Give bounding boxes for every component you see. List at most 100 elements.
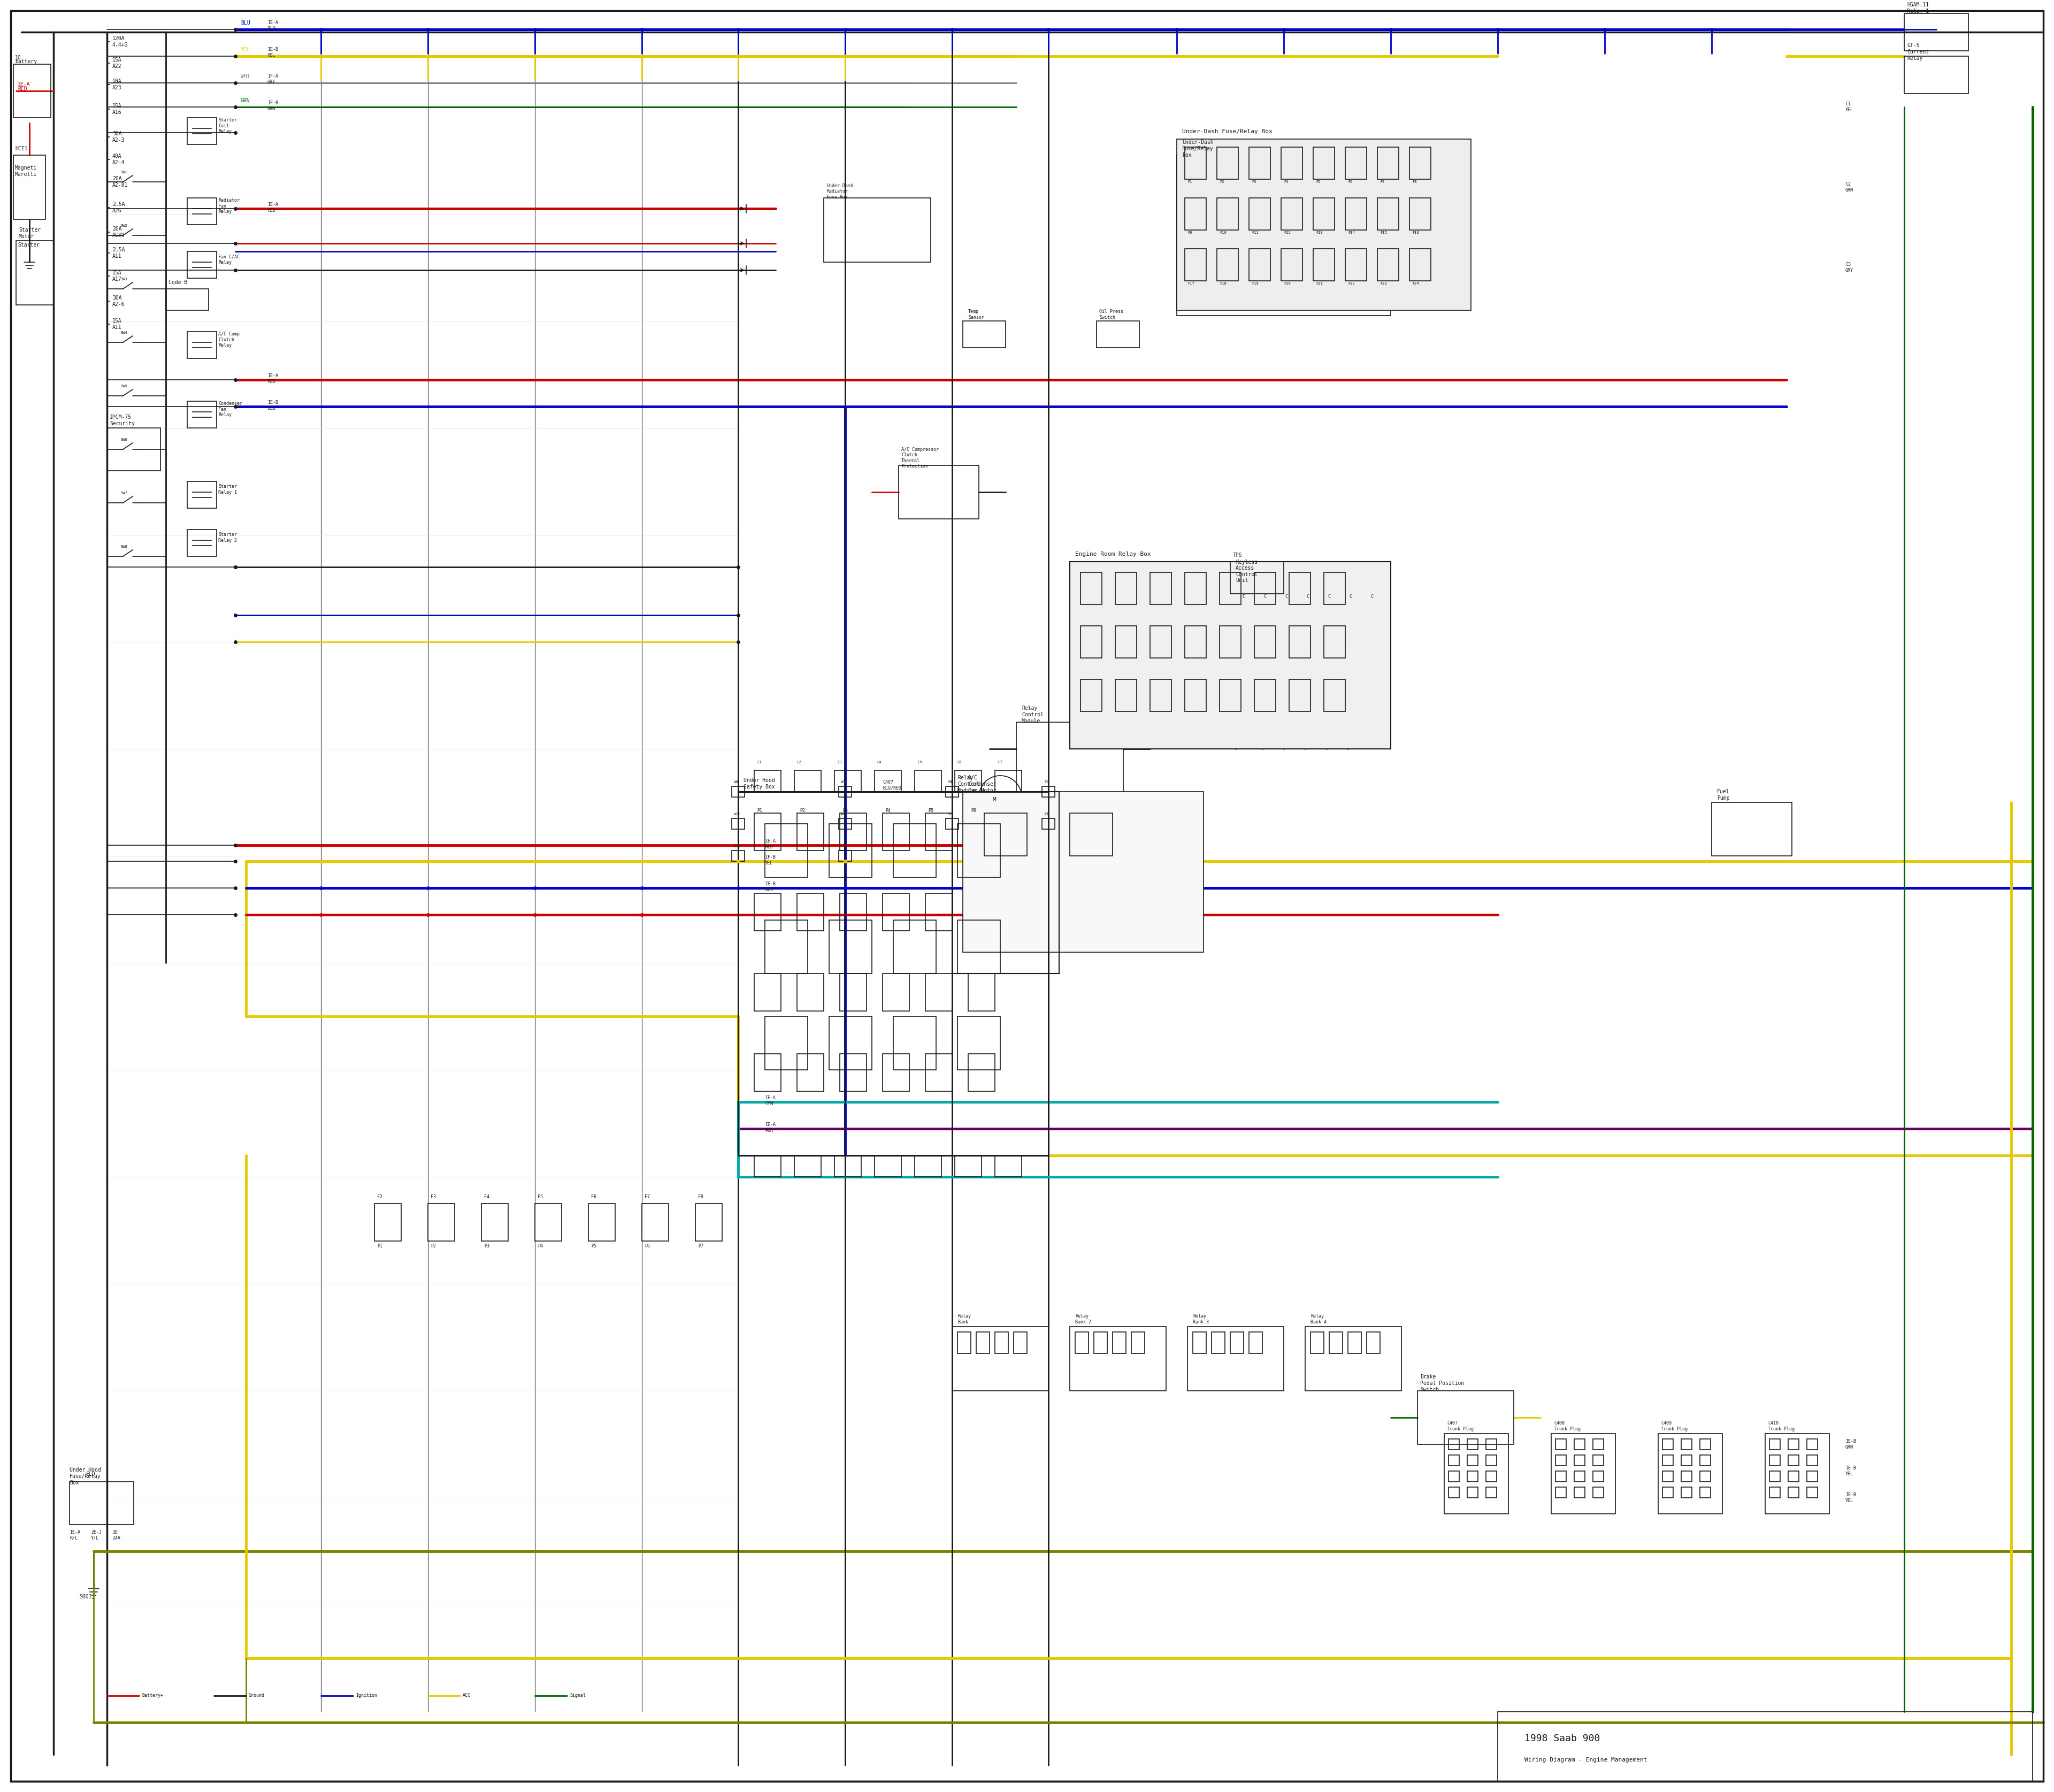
Text: A8: A8: [733, 781, 739, 783]
Bar: [926, 814, 953, 851]
Text: SW8: SW8: [121, 545, 127, 548]
Text: IF-B
GRN: IF-B GRN: [267, 100, 277, 111]
Text: C6: C6: [957, 760, 961, 763]
Text: 10A
A23: 10A A23: [113, 79, 121, 90]
Bar: [1187, 208, 1210, 235]
Text: C407
Trunk Plug: C407 Trunk Plug: [1446, 1421, 1473, 1432]
Text: F4: F4: [1284, 181, 1288, 183]
Bar: [963, 321, 1006, 348]
Text: F9: F9: [840, 844, 846, 848]
Bar: [957, 919, 1000, 973]
Bar: [187, 401, 216, 428]
Bar: [945, 787, 959, 797]
Bar: [875, 771, 902, 792]
Text: HGAM-11
Relay 1: HGAM-11 Relay 1: [1906, 2, 1929, 14]
Text: P5: P5: [592, 1244, 596, 1249]
Text: C: C: [1349, 593, 1352, 599]
Bar: [953, 1326, 1048, 1391]
Bar: [1292, 251, 1313, 278]
Text: Starter
Relay 1: Starter Relay 1: [218, 484, 236, 495]
Bar: [1080, 625, 1101, 658]
Text: Relay
Bank 3: Relay Bank 3: [1193, 1314, 1210, 1324]
Text: 2.5A
A26: 2.5A A26: [113, 202, 125, 213]
Text: F8: F8: [1413, 181, 1417, 183]
Bar: [1230, 1331, 1243, 1353]
Text: 30A
A2-3: 30A A2-3: [113, 131, 125, 143]
Bar: [838, 851, 852, 862]
Bar: [14, 65, 51, 118]
Bar: [1662, 1439, 1674, 1450]
Text: C2: C2: [797, 760, 801, 763]
Bar: [1282, 249, 1302, 281]
Bar: [1220, 572, 1241, 604]
Bar: [1257, 167, 1278, 192]
Bar: [1485, 1471, 1497, 1482]
Bar: [641, 1204, 670, 1242]
Bar: [1594, 1471, 1604, 1482]
Bar: [1345, 197, 1366, 229]
Bar: [994, 1331, 1009, 1353]
Text: F2: F2: [1220, 181, 1224, 183]
Bar: [1347, 582, 1362, 599]
Bar: [764, 919, 807, 973]
Bar: [1080, 572, 1101, 604]
Bar: [187, 332, 216, 358]
Text: Relay
Control
Module: Relay Control Module: [957, 776, 980, 794]
Bar: [984, 814, 1027, 857]
Bar: [1551, 1434, 1614, 1514]
Text: F3: F3: [431, 1195, 435, 1199]
Text: P4: P4: [885, 808, 891, 814]
Text: C409
Trunk Plug: C409 Trunk Plug: [1662, 1421, 1688, 1432]
Bar: [166, 289, 210, 310]
Text: IPCM-75
Security: IPCM-75 Security: [109, 414, 136, 426]
Bar: [797, 894, 824, 930]
Text: Code B: Code B: [168, 280, 187, 285]
Text: C: C: [1263, 593, 1265, 599]
Bar: [1701, 1487, 1711, 1498]
Text: P4: P4: [538, 1244, 542, 1249]
Bar: [737, 792, 1048, 1156]
Bar: [1573, 1455, 1586, 1466]
Bar: [883, 1054, 910, 1091]
Bar: [893, 824, 937, 878]
Bar: [427, 1204, 454, 1242]
Bar: [834, 771, 861, 792]
Bar: [1701, 1439, 1711, 1450]
Bar: [1185, 249, 1206, 281]
Text: Signal: Signal: [569, 1693, 585, 1699]
Bar: [1230, 577, 1391, 695]
Text: F6: F6: [1347, 181, 1352, 183]
Text: F15: F15: [1380, 231, 1386, 235]
Bar: [1290, 679, 1310, 711]
Text: C4: C4: [877, 760, 881, 763]
Bar: [1187, 251, 1210, 278]
Text: C: C: [1243, 593, 1245, 599]
Text: F16: F16: [1413, 231, 1419, 235]
Bar: [1070, 561, 1391, 749]
Text: F12: F12: [1284, 231, 1290, 235]
Bar: [1467, 1487, 1479, 1498]
Bar: [824, 197, 930, 262]
Text: IE-A
CYN: IE-A CYN: [764, 1095, 776, 1106]
Bar: [1185, 197, 1206, 229]
Bar: [1808, 1455, 1818, 1466]
Bar: [830, 824, 871, 878]
Bar: [1378, 197, 1399, 229]
Bar: [957, 824, 1000, 878]
Bar: [1345, 147, 1366, 179]
Text: C: C: [1306, 593, 1308, 599]
Bar: [754, 1054, 781, 1091]
Bar: [1327, 208, 1347, 235]
Bar: [1485, 1487, 1497, 1498]
Bar: [1222, 251, 1243, 278]
Text: SW1: SW1: [121, 170, 127, 174]
Bar: [1313, 147, 1335, 179]
Text: C3: C3: [838, 760, 842, 763]
Text: E1: E1: [1043, 812, 1050, 815]
Bar: [1249, 249, 1269, 281]
Bar: [1249, 1331, 1263, 1353]
Text: C1
YEL: C1 YEL: [1844, 102, 1853, 113]
Text: IE-B
YEL: IE-B YEL: [267, 47, 277, 57]
Text: IE-B
YEL: IE-B YEL: [1844, 1466, 1857, 1477]
Bar: [1132, 1331, 1144, 1353]
